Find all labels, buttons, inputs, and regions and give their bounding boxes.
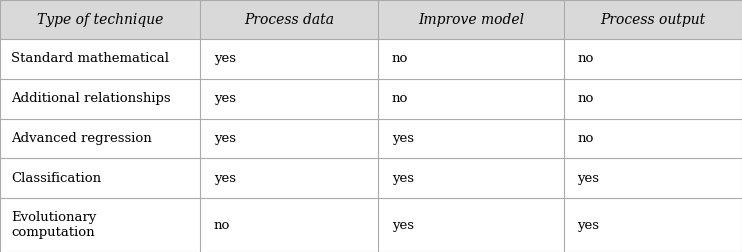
FancyBboxPatch shape [378, 79, 564, 119]
FancyBboxPatch shape [0, 198, 200, 252]
FancyBboxPatch shape [200, 79, 378, 119]
FancyBboxPatch shape [0, 0, 200, 39]
FancyBboxPatch shape [564, 119, 742, 159]
FancyBboxPatch shape [378, 119, 564, 159]
FancyBboxPatch shape [564, 0, 742, 39]
FancyBboxPatch shape [0, 159, 200, 198]
FancyBboxPatch shape [200, 159, 378, 198]
FancyBboxPatch shape [0, 79, 200, 119]
FancyBboxPatch shape [564, 159, 742, 198]
FancyBboxPatch shape [378, 198, 564, 252]
Text: Additional relationships: Additional relationships [11, 92, 171, 105]
Text: yes: yes [214, 132, 236, 145]
Text: yes: yes [577, 219, 600, 232]
FancyBboxPatch shape [564, 198, 742, 252]
Text: Process output: Process output [600, 13, 706, 26]
Text: yes: yes [214, 172, 236, 185]
Text: no: no [392, 52, 408, 66]
Text: no: no [577, 132, 594, 145]
FancyBboxPatch shape [200, 198, 378, 252]
FancyBboxPatch shape [378, 39, 564, 79]
FancyBboxPatch shape [564, 39, 742, 79]
Text: no: no [214, 219, 230, 232]
FancyBboxPatch shape [0, 39, 200, 79]
Text: yes: yes [577, 172, 600, 185]
FancyBboxPatch shape [200, 39, 378, 79]
Text: no: no [577, 92, 594, 105]
FancyBboxPatch shape [378, 159, 564, 198]
Text: Type of technique: Type of technique [37, 13, 163, 26]
Text: Process data: Process data [244, 13, 335, 26]
Text: Evolutionary
computation: Evolutionary computation [11, 211, 96, 239]
FancyBboxPatch shape [200, 0, 378, 39]
FancyBboxPatch shape [200, 119, 378, 159]
FancyBboxPatch shape [0, 119, 200, 159]
Text: yes: yes [392, 132, 414, 145]
Text: no: no [392, 92, 408, 105]
Text: no: no [577, 52, 594, 66]
Text: yes: yes [392, 219, 414, 232]
FancyBboxPatch shape [564, 79, 742, 119]
FancyBboxPatch shape [378, 0, 564, 39]
Text: yes: yes [214, 92, 236, 105]
Text: Standard mathematical: Standard mathematical [11, 52, 169, 66]
Text: yes: yes [392, 172, 414, 185]
Text: yes: yes [214, 52, 236, 66]
Text: Improve model: Improve model [418, 13, 525, 26]
Text: Classification: Classification [11, 172, 101, 185]
Text: Advanced regression: Advanced regression [11, 132, 152, 145]
